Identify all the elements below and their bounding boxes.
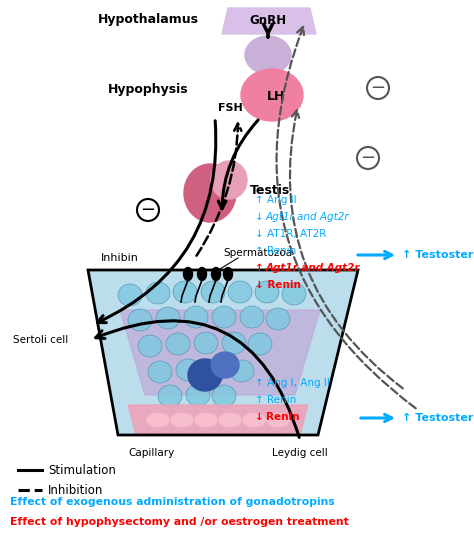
Ellipse shape [211, 161, 247, 199]
Ellipse shape [282, 283, 306, 305]
Ellipse shape [204, 359, 228, 381]
Ellipse shape [243, 413, 265, 427]
Ellipse shape [194, 332, 218, 354]
Ellipse shape [240, 306, 264, 328]
Text: Spermatozoa: Spermatozoa [223, 248, 292, 258]
Polygon shape [88, 270, 358, 435]
Ellipse shape [222, 332, 246, 354]
Text: Renin: Renin [266, 412, 300, 422]
Ellipse shape [228, 281, 252, 303]
Ellipse shape [211, 268, 220, 280]
Ellipse shape [184, 306, 208, 328]
Text: ↑ Renin: ↑ Renin [255, 395, 296, 405]
Ellipse shape [146, 282, 170, 304]
Ellipse shape [195, 413, 217, 427]
Text: −: − [371, 79, 385, 97]
Text: Agt1r and Agt2r: Agt1r and Agt2r [266, 212, 350, 222]
Text: GnRH: GnRH [249, 14, 287, 28]
Text: Hypophysis: Hypophysis [108, 83, 188, 97]
Ellipse shape [248, 333, 272, 355]
FancyArrowPatch shape [96, 321, 299, 437]
Ellipse shape [198, 268, 207, 280]
FancyArrowPatch shape [276, 27, 416, 408]
Ellipse shape [171, 413, 193, 427]
Ellipse shape [166, 333, 190, 355]
Text: Testis: Testis [250, 183, 290, 197]
Text: ↓: ↓ [255, 212, 267, 222]
Text: Effect of exogenous administration of gonadotropins: Effect of exogenous administration of go… [10, 497, 335, 507]
Ellipse shape [118, 284, 142, 306]
Text: Hypothalamus: Hypothalamus [98, 13, 199, 26]
Polygon shape [120, 310, 320, 395]
Ellipse shape [184, 164, 236, 222]
Ellipse shape [212, 306, 236, 328]
Text: ↑ Testosterone: ↑ Testosterone [402, 413, 474, 423]
Circle shape [137, 199, 159, 221]
Ellipse shape [211, 352, 239, 378]
Ellipse shape [224, 268, 233, 280]
Text: −: − [140, 201, 155, 219]
Text: Inhibition: Inhibition [48, 484, 103, 496]
Ellipse shape [201, 281, 225, 303]
Text: ↑ Testosterone: ↑ Testosterone [402, 250, 474, 260]
Ellipse shape [230, 360, 254, 382]
Ellipse shape [183, 268, 192, 280]
Ellipse shape [176, 359, 200, 381]
Text: LH: LH [267, 91, 285, 104]
Ellipse shape [148, 361, 172, 383]
Text: −: − [360, 149, 375, 167]
Ellipse shape [188, 359, 222, 391]
Ellipse shape [212, 385, 236, 407]
Polygon shape [128, 405, 308, 435]
Ellipse shape [255, 281, 279, 303]
Ellipse shape [158, 385, 182, 407]
Text: ↑ Ang I, Ang II: ↑ Ang I, Ang II [255, 378, 330, 388]
Text: ↓ Renin: ↓ Renin [255, 280, 301, 290]
Text: ↑ Renin: ↑ Renin [255, 246, 296, 256]
Text: ↑ Ang II: ↑ Ang II [255, 195, 297, 205]
Text: Capillary: Capillary [129, 448, 175, 458]
Text: Sertoli cell: Sertoli cell [13, 335, 68, 345]
Circle shape [367, 77, 389, 99]
Text: Stimulation: Stimulation [48, 464, 116, 476]
Text: ↑: ↑ [255, 263, 267, 273]
Text: Inhibin: Inhibin [101, 253, 139, 263]
Ellipse shape [267, 413, 289, 427]
Ellipse shape [245, 36, 291, 74]
Text: ↓: ↓ [255, 412, 267, 422]
Ellipse shape [138, 335, 162, 357]
Ellipse shape [241, 69, 303, 121]
FancyArrowPatch shape [290, 110, 403, 388]
Text: Agt1r and Agt2r: Agt1r and Agt2r [266, 263, 361, 273]
Text: ↓ AT1R, AT2R: ↓ AT1R, AT2R [255, 229, 327, 239]
Ellipse shape [147, 413, 169, 427]
Ellipse shape [219, 413, 241, 427]
Text: FSH: FSH [218, 103, 242, 113]
Ellipse shape [266, 308, 290, 330]
Ellipse shape [156, 307, 180, 329]
Ellipse shape [128, 309, 152, 331]
Text: Leydig cell: Leydig cell [272, 448, 328, 458]
Polygon shape [222, 8, 316, 34]
Circle shape [357, 147, 379, 169]
Ellipse shape [186, 384, 210, 406]
Ellipse shape [173, 281, 197, 303]
Text: Effect of hypophysectomy and /or oestrogen treatment: Effect of hypophysectomy and /or oestrog… [10, 517, 349, 527]
